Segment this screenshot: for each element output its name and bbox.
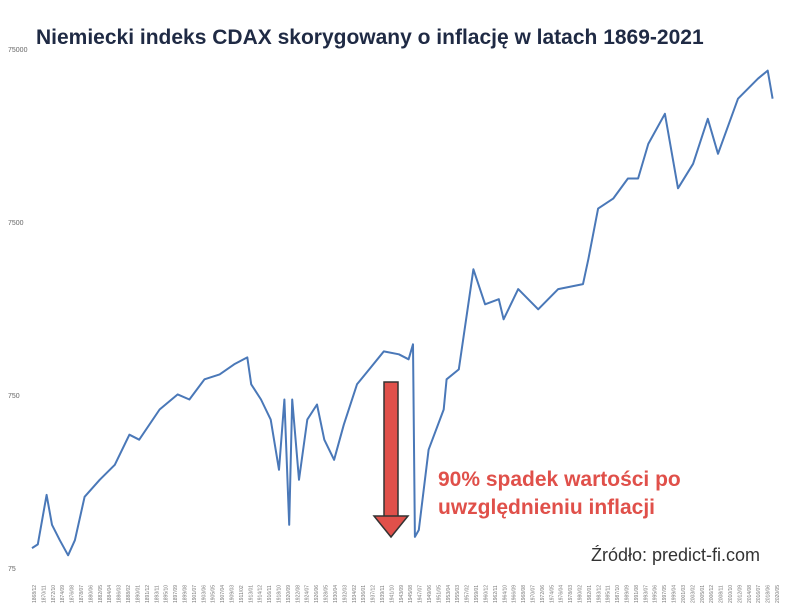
x-tick-label: 1884/04 bbox=[107, 585, 113, 603]
y-axis: 75 750 7500 75000 bbox=[8, 47, 28, 573]
x-tick-label: 1893/11 bbox=[154, 585, 160, 603]
x-tick-label: 1966/09 bbox=[512, 585, 518, 603]
x-tick-label: 2020/05 bbox=[775, 585, 781, 603]
x-tick-label: 1999/04 bbox=[672, 585, 678, 603]
drop-arrow bbox=[372, 381, 410, 539]
y-tick-label: 7500 bbox=[8, 220, 24, 227]
source-text: Źródło: predict-fi.com bbox=[591, 545, 760, 565]
x-tick-label: 1926/06 bbox=[314, 585, 320, 603]
x-tick-label: 1916/11 bbox=[267, 585, 273, 603]
chart-title: Niemiecki indeks CDAX skorygowany o infl… bbox=[36, 26, 704, 49]
x-tick-label: 1897/09 bbox=[173, 585, 179, 603]
x-tick-label: 1868/12 bbox=[32, 585, 38, 603]
x-tick-label: 1905/05 bbox=[211, 585, 217, 603]
x-tick-label: 1901/07 bbox=[192, 585, 198, 603]
x-tick-label: 1993/07 bbox=[643, 585, 649, 603]
x-tick-label: 1964/10 bbox=[502, 585, 508, 603]
x-tick-label: 1934/02 bbox=[352, 585, 358, 603]
x-tick-label: 1880/06 bbox=[88, 585, 94, 603]
x-tick-label: 2008/11 bbox=[719, 585, 725, 603]
x-tick-label: 1911/02 bbox=[239, 585, 245, 603]
x-tick-label: 1957/02 bbox=[465, 585, 471, 603]
x-tick-label: 1953/04 bbox=[446, 585, 452, 603]
x-tick-label: 1980/02 bbox=[577, 585, 583, 603]
x-tick-label: 2012/09 bbox=[737, 585, 743, 603]
x-tick-label: 1876/08 bbox=[70, 585, 76, 603]
x-tick-label: 2014/08 bbox=[747, 585, 753, 603]
x-tick-label: 1985/11 bbox=[606, 585, 612, 603]
x-tick-label: 1888/02 bbox=[126, 585, 132, 603]
x-tick-label: 1922/08 bbox=[295, 585, 301, 603]
series-line-cdax bbox=[31, 69, 774, 557]
x-tick-label: 1951/05 bbox=[436, 585, 442, 603]
x-tick-label: 1982/01 bbox=[587, 585, 593, 603]
x-tick-label: 1962/11 bbox=[493, 585, 499, 603]
x-tick-label: 1939/11 bbox=[380, 585, 386, 603]
x-tick-label: 1937/12 bbox=[371, 585, 377, 603]
x-tick-label: 1978/03 bbox=[568, 585, 574, 603]
x-tick-label: 1970/07 bbox=[530, 585, 536, 603]
x-tick-label: 1895/10 bbox=[164, 585, 170, 603]
x-tick-label: 1909/03 bbox=[230, 585, 236, 603]
x-tick-label: 1991/08 bbox=[634, 585, 640, 603]
x-tick-label: 2001/03 bbox=[681, 585, 687, 603]
x-tick-label: 2016/07 bbox=[756, 585, 762, 603]
x-tick-label: 1949/06 bbox=[427, 585, 433, 603]
x-tick-label: 2010/10 bbox=[728, 585, 734, 603]
x-tick-label: 2005/01 bbox=[700, 585, 706, 603]
x-tick-label: 1913/01 bbox=[248, 585, 254, 603]
x-tick-label: 1960/12 bbox=[483, 585, 489, 603]
x-axis: 1868/12 1870/11 1872/10 1874/09 1876/08 1878/… bbox=[32, 585, 781, 603]
x-tick-label: 2018/06 bbox=[766, 585, 772, 603]
x-tick-label: 1872/10 bbox=[51, 585, 57, 603]
x-tick-label: 1932/03 bbox=[342, 585, 348, 603]
x-tick-label: 1995/06 bbox=[653, 585, 659, 603]
x-tick-label: 1972/06 bbox=[540, 585, 546, 603]
y-tick-label: 75000 bbox=[8, 47, 28, 54]
x-tick-label: 1936/01 bbox=[361, 585, 367, 603]
x-tick-label: 2003/02 bbox=[690, 585, 696, 603]
x-tick-label: 1983/12 bbox=[596, 585, 602, 603]
x-tick-label: 1899/08 bbox=[182, 585, 188, 603]
x-tick-label: 1870/11 bbox=[41, 585, 47, 603]
x-tick-label: 1959/01 bbox=[474, 585, 480, 603]
x-tick-label: 1955/03 bbox=[455, 585, 461, 603]
annotation-line-2: uwzględnieniu inflacji bbox=[438, 496, 655, 519]
y-tick-label: 75 bbox=[8, 566, 16, 573]
x-tick-label: 1891/12 bbox=[145, 585, 151, 603]
x-tick-label: 1918/10 bbox=[277, 585, 283, 603]
x-tick-label: 1907/04 bbox=[220, 585, 226, 603]
x-tick-label: 1882/05 bbox=[98, 585, 104, 603]
x-tick-label: 1945/08 bbox=[408, 585, 414, 603]
x-tick-label: 1987/10 bbox=[615, 585, 621, 603]
x-tick-label: 1974/05 bbox=[549, 585, 555, 603]
x-tick-label: 1947/07 bbox=[418, 585, 424, 603]
x-tick-label: 1930/04 bbox=[333, 585, 339, 603]
x-tick-label: 1890/01 bbox=[135, 585, 141, 603]
y-tick-label: 750 bbox=[8, 393, 20, 400]
x-tick-label: 1874/09 bbox=[60, 585, 66, 603]
x-tick-label: 1941/10 bbox=[389, 585, 395, 603]
x-tick-label: 1976/04 bbox=[559, 585, 565, 603]
x-tick-label: 1989/09 bbox=[625, 585, 631, 603]
x-tick-label: 1878/07 bbox=[79, 585, 85, 603]
x-tick-label: 1920/09 bbox=[286, 585, 292, 603]
x-tick-label: 1886/03 bbox=[117, 585, 123, 603]
x-tick-label: 1914/12 bbox=[258, 585, 264, 603]
x-tick-label: 1924/07 bbox=[305, 585, 311, 603]
x-tick-label: 1943/09 bbox=[399, 585, 405, 603]
x-tick-label: 1928/05 bbox=[324, 585, 330, 603]
annotation-line-1: 90% spadek wartości po bbox=[438, 468, 681, 491]
x-tick-label: 2006/12 bbox=[709, 585, 715, 603]
x-tick-label: 1903/06 bbox=[201, 585, 207, 603]
x-tick-label: 1997/05 bbox=[662, 585, 668, 603]
x-tick-label: 1968/08 bbox=[521, 585, 527, 603]
